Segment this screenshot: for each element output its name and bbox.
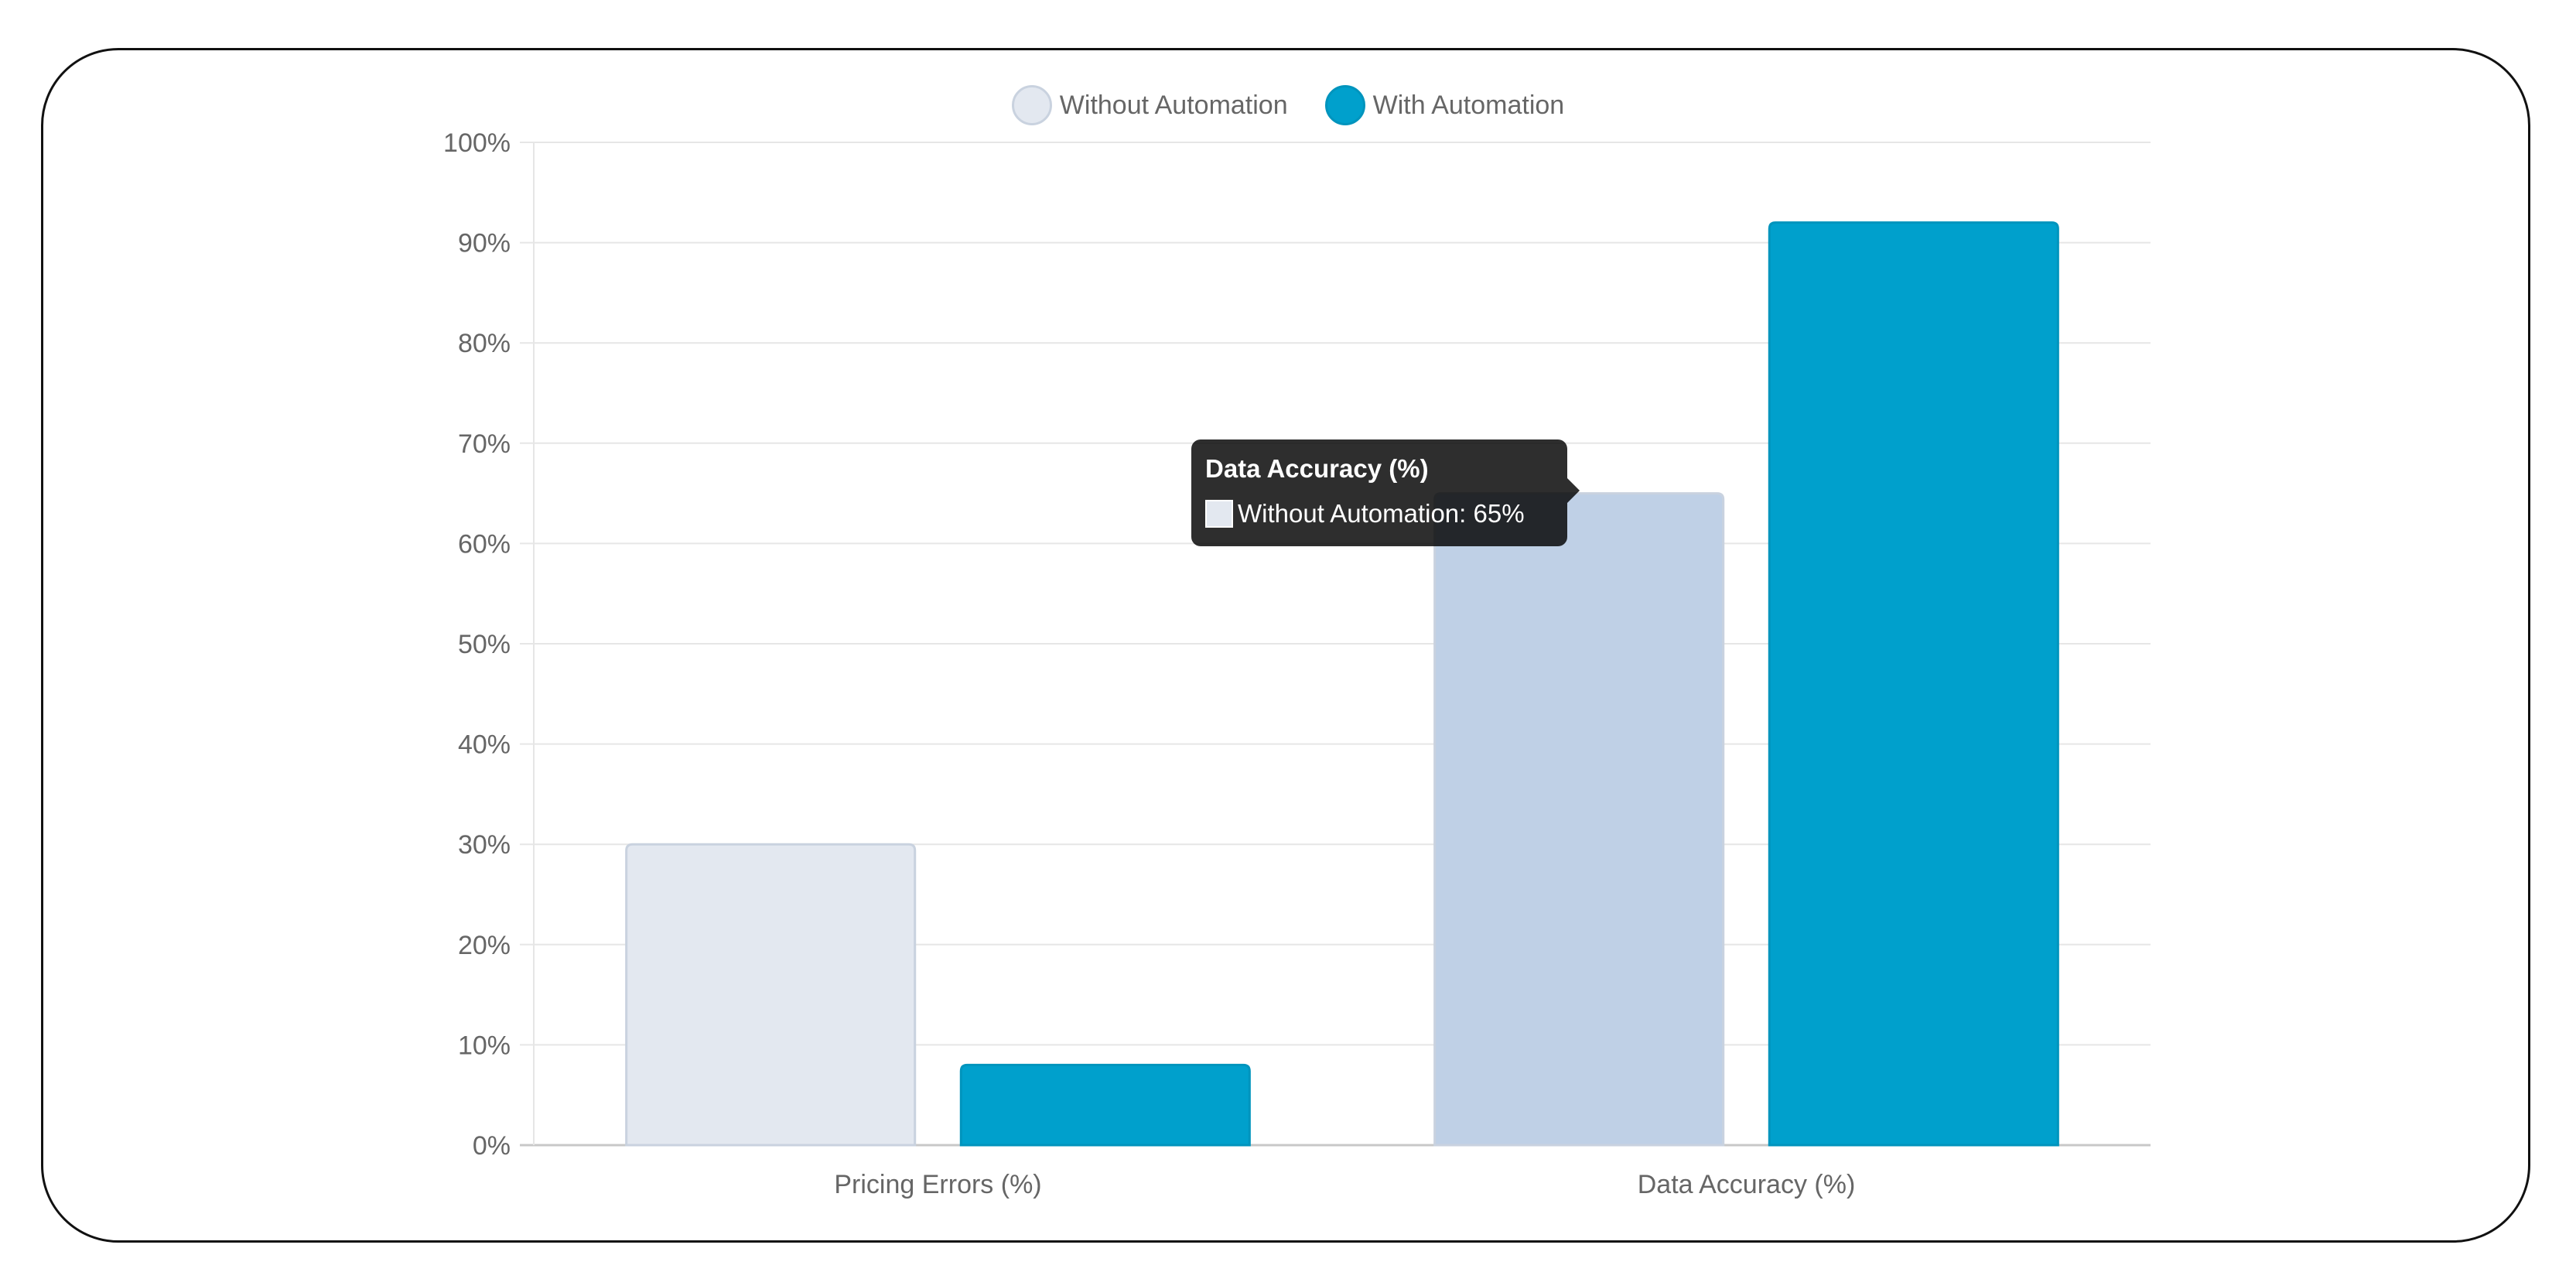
tooltip-title: Data Accuracy (%) bbox=[1205, 454, 1429, 483]
legend-label: Without Automation bbox=[1059, 90, 1288, 120]
tooltip-label: Without Automation: 65% bbox=[1238, 499, 1525, 528]
legend: Without Automation With Automation bbox=[0, 84, 2576, 127]
legend-item-with-automation[interactable]: With Automation bbox=[1324, 85, 1565, 125]
tooltip: Data Accuracy (%) Without Automation: 65… bbox=[1191, 439, 1580, 546]
x-tick-label: Data Accuracy (%) bbox=[1638, 1170, 1856, 1199]
chart-card bbox=[41, 48, 2530, 1243]
y-tick-label: 40% bbox=[458, 730, 511, 760]
y-tick-label: 70% bbox=[458, 429, 511, 459]
x-axis-ticks: Pricing Errors (%) Data Accuracy (%) bbox=[834, 1170, 1855, 1199]
tooltip-row: Without Automation: 65% bbox=[1205, 498, 1567, 529]
y-tick-label: 90% bbox=[458, 229, 511, 258]
bar-with-automation-1[interactable] bbox=[1768, 221, 2059, 1147]
y-tick-label: 60% bbox=[458, 529, 511, 559]
y-tick-label: 10% bbox=[458, 1031, 511, 1060]
x-tick-label: Pricing Errors (%) bbox=[834, 1170, 1041, 1199]
bar-without-automation-1[interactable] bbox=[1433, 492, 1725, 1147]
bars bbox=[625, 221, 2059, 1147]
bar-without-automation-0[interactable] bbox=[625, 843, 917, 1147]
y-tick-label: 50% bbox=[458, 630, 511, 659]
y-axis-ticks: 0% 10% 20% 30% 40% 50% 60% 70% 80% 90% 100% bbox=[443, 128, 511, 1161]
y-tick-label: 20% bbox=[458, 931, 511, 960]
legend-swatch-with-automation bbox=[1324, 85, 1365, 125]
y-tick-label: 100% bbox=[443, 128, 511, 158]
y-tick-label: 30% bbox=[458, 830, 511, 860]
legend-label: With Automation bbox=[1372, 90, 1565, 120]
y-tick-label: 0% bbox=[473, 1131, 511, 1161]
y-tick-label: 80% bbox=[458, 329, 511, 358]
bar-with-automation-0[interactable] bbox=[959, 1063, 1251, 1147]
tooltip-swatch bbox=[1205, 500, 1233, 528]
legend-swatch-without-automation bbox=[1011, 85, 1052, 125]
legend-item-without-automation[interactable]: Without Automation bbox=[1011, 85, 1288, 125]
